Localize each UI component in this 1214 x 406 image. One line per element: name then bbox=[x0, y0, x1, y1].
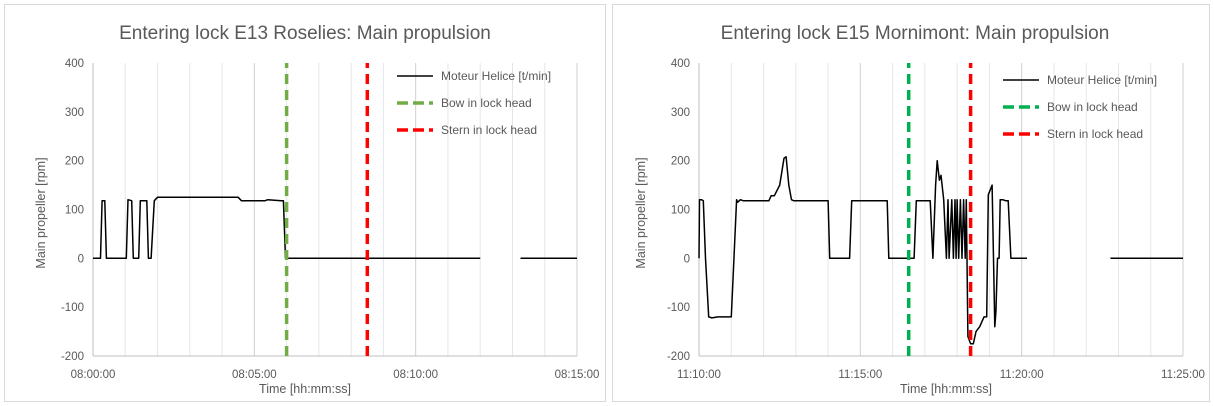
x-axis-label: Time [hh:mm:ss] bbox=[259, 382, 351, 396]
legend-entry: Stern in lock head bbox=[1047, 127, 1143, 141]
legend-entry: Moteur Helice [t/min] bbox=[441, 69, 551, 83]
y-tick-label: 200 bbox=[671, 156, 690, 168]
x-tick-label: 08:10:00 bbox=[393, 369, 438, 381]
plot-area bbox=[93, 63, 577, 356]
y-tick-label: -200 bbox=[667, 351, 690, 363]
series-line bbox=[93, 196, 577, 260]
x-tick-label: 08:00:00 bbox=[71, 369, 116, 381]
chart-panel-mornimont: Entering lock E15 Mornimont: Main propul… bbox=[612, 4, 1210, 402]
y-tick-label: 400 bbox=[65, 58, 84, 70]
y-tick-label: 100 bbox=[671, 205, 690, 217]
series-line bbox=[698, 156, 1183, 345]
x-tick-label: 11:10:00 bbox=[677, 369, 721, 381]
y-tick-label: -100 bbox=[61, 302, 84, 314]
y-tick-label: -100 bbox=[667, 302, 690, 314]
chart-roselies: Entering lock E13 Roselies: Main propuls… bbox=[34, 23, 599, 396]
legend-entry: Bow in lock head bbox=[441, 96, 532, 110]
legend-entry: Stern in lock head bbox=[441, 123, 537, 137]
legend: Moteur Helice [t/min] Bow in lock head Ste… bbox=[397, 69, 551, 137]
y-tick-label: 200 bbox=[65, 156, 84, 168]
legend-entry: Moteur Helice [t/min] bbox=[1047, 73, 1157, 87]
y-tick-label: 400 bbox=[671, 58, 690, 70]
y-tick-label: 100 bbox=[65, 205, 84, 217]
x-tick-label: 08:05:00 bbox=[232, 369, 277, 381]
x-axis-label: Time [hh:mm:ss] bbox=[900, 382, 992, 396]
chart-title: Entering lock E15 Mornimont: Main propul… bbox=[721, 23, 1110, 44]
gridlines bbox=[92, 63, 578, 357]
chart-title: Entering lock E13 Roselies: Main propuls… bbox=[119, 23, 491, 44]
x-tick-label: 11:15:00 bbox=[838, 369, 882, 381]
legend: Moteur Helice [t/min] Bow in lock head Ste… bbox=[1003, 73, 1157, 141]
y-tick-label: 0 bbox=[78, 253, 84, 265]
x-tick-label: 11:25:00 bbox=[1161, 369, 1205, 381]
y-axis-label: Main propeller [rpm] bbox=[34, 157, 48, 268]
chart-panel-roselies: Entering lock E13 Roselies: Main propuls… bbox=[4, 4, 606, 402]
y-tick-label: 300 bbox=[671, 107, 690, 119]
tick-labels: 400 300 200 100 0 -100 -200 08:00:00 08:05:00 08:… bbox=[61, 58, 599, 381]
x-tick-label: 11:20:00 bbox=[1000, 369, 1044, 381]
y-axis-label: Main propeller [rpm] bbox=[634, 157, 648, 268]
y-tick-label: 0 bbox=[684, 253, 690, 265]
tick-labels: 400 300 200 100 0 -100 -200 11:10:00 11:15:00 11:… bbox=[667, 58, 1205, 381]
y-tick-label: -200 bbox=[61, 351, 84, 363]
x-tick-label: 08:15:00 bbox=[555, 369, 600, 381]
y-tick-label: 300 bbox=[65, 107, 84, 119]
plot-area bbox=[698, 63, 1183, 356]
chart-mornimont: Entering lock E15 Mornimont: Main propul… bbox=[634, 23, 1205, 396]
legend-entry: Bow in lock head bbox=[1047, 100, 1138, 114]
